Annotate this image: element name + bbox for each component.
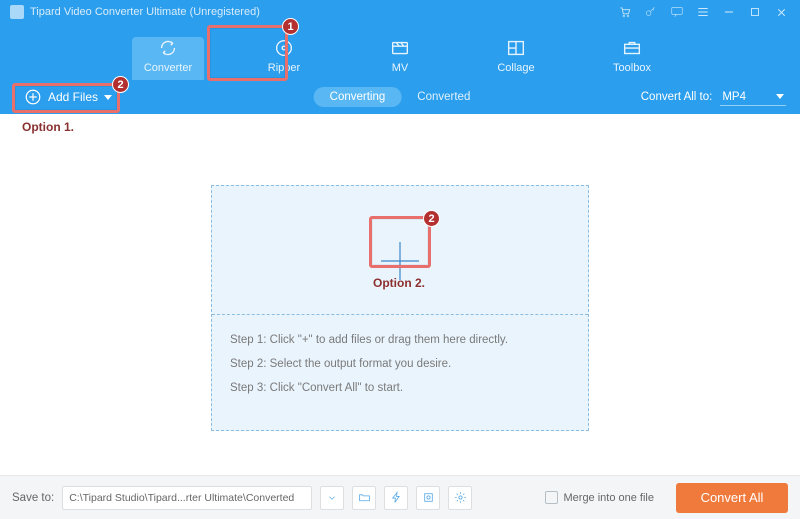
save-to-label: Save to: [12,492,54,504]
add-files-button[interactable]: Add Files [14,85,122,109]
step-text: Step 3: Click "Convert All" to start. [230,376,570,400]
title-bar: Tipard Video Converter Ultimate (Unregis… [0,0,800,24]
add-files-label: Add Files [48,90,98,104]
main-nav: Converter Ripper MV Collage Toolbox [0,24,800,80]
merge-label: Merge into one file [564,492,655,504]
output-format-value: MP4 [722,91,746,103]
nav-mv[interactable]: MV [364,37,436,80]
close-icon[interactable] [772,3,790,21]
nav-converter[interactable]: Converter [132,37,204,80]
app-title: Tipard Video Converter Ultimate (Unregis… [30,6,260,18]
convert-all-button[interactable]: Convert All [676,483,788,513]
collage-icon [505,37,527,59]
plus-icon [377,238,423,284]
convert-all-to: Convert All to: MP4 [641,89,786,106]
feedback-icon[interactable] [668,3,686,21]
nav-label: Toolbox [613,62,651,74]
divider [212,314,588,315]
ripper-icon [273,37,295,59]
nav-label: Converter [144,62,192,74]
status-segment: Converting Converted [314,87,487,107]
segment-converting[interactable]: Converting [314,87,402,107]
nav-label: MV [392,62,409,74]
output-format-select[interactable]: MP4 [720,89,786,106]
nav-collage[interactable]: Collage [480,37,552,80]
nav-label: Collage [497,62,534,74]
merge-checkbox[interactable]: Merge into one file [545,491,655,504]
step-text: Step 2: Select the output format you des… [230,352,570,376]
footer-bar: Save to: C:\Tipard Studio\Tipard...rter … [0,475,800,519]
cart-icon[interactable] [616,3,634,21]
converter-icon [157,37,179,59]
step-text: Step 1: Click "+" to add files or drag t… [230,328,570,352]
speed-icon[interactable] [384,486,408,510]
chevron-down-icon [104,95,112,100]
toolbox-icon [621,37,643,59]
minimize-icon[interactable] [720,3,738,21]
checkbox-icon [545,491,558,504]
save-path-value: C:\Tipard Studio\Tipard...rter Ultimate\… [69,492,294,504]
maximize-icon[interactable] [746,3,764,21]
nav-toolbox[interactable]: Toolbox [596,37,668,80]
browse-folder-button[interactable] [352,486,376,510]
sub-bar: Add Files Converting Converted Convert A… [0,80,800,114]
plus-circle-icon [24,88,42,106]
drop-zone[interactable]: Step 1: Click "+" to add files or drag t… [211,185,589,431]
path-dropdown[interactable] [320,486,344,510]
convert-all-label: Convert All to: [641,91,713,103]
gpu-icon[interactable] [416,486,440,510]
add-files-plus[interactable] [370,238,430,284]
content-area: Step 1: Click "+" to add files or drag t… [0,114,800,475]
settings-button[interactable] [448,486,472,510]
mv-icon [389,37,411,59]
save-path-field[interactable]: C:\Tipard Studio\Tipard...rter Ultimate\… [62,486,312,510]
app-logo-icon [10,5,24,19]
nav-ripper[interactable]: Ripper [248,37,320,80]
segment-converted[interactable]: Converted [401,87,486,107]
nav-label: Ripper [268,62,300,74]
key-icon[interactable] [642,3,660,21]
instruction-steps: Step 1: Click "+" to add files or drag t… [230,328,570,400]
chevron-down-icon [776,94,784,99]
menu-icon[interactable] [694,3,712,21]
